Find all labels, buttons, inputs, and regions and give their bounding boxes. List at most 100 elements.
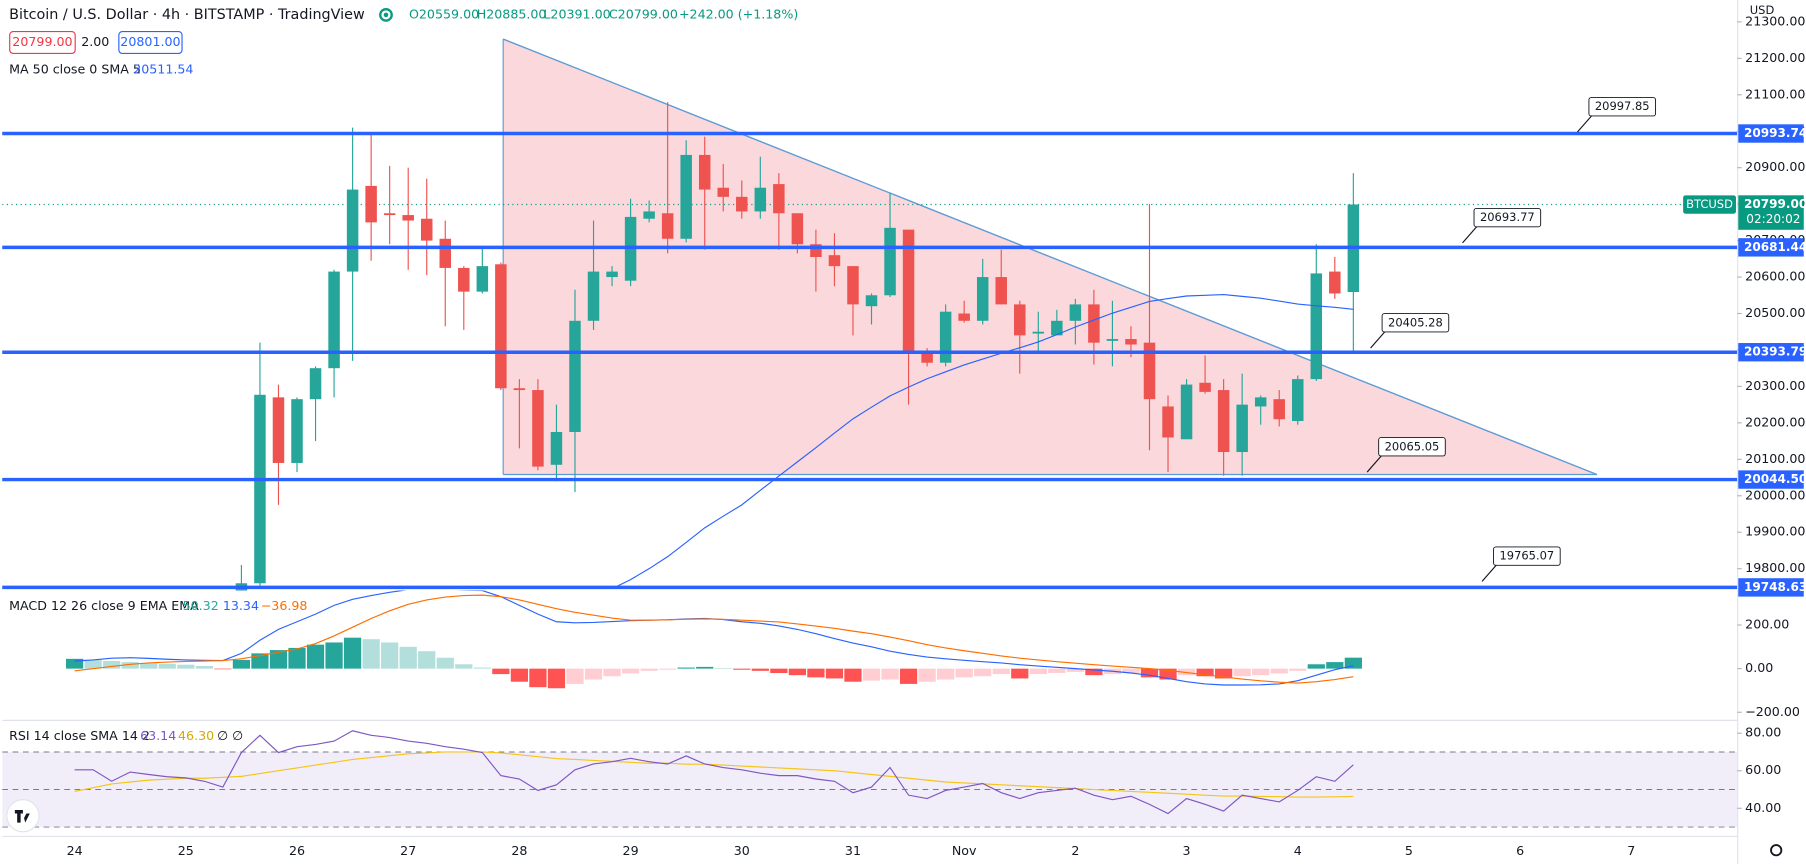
macd-histogram-bar	[251, 653, 269, 669]
candle-body	[1180, 384, 1193, 440]
macd-histogram-bar	[140, 663, 158, 669]
macd-histogram-bar	[1196, 668, 1214, 677]
candle-body	[587, 271, 600, 321]
y-tick-label: 19900.00	[1745, 524, 1805, 539]
y-tick-label: 20000.00	[1745, 487, 1805, 502]
ask-price: 20801.00	[120, 34, 180, 49]
candle-body	[532, 390, 544, 467]
callout-leader	[1576, 113, 1594, 133]
callout-label: 20065.05	[1385, 439, 1440, 453]
macd-histogram-bar	[492, 668, 510, 675]
y-tick-label: 21100.00	[1745, 86, 1805, 101]
macd-histogram-bar	[1011, 668, 1029, 679]
macd-histogram-bar	[714, 667, 732, 669]
macd-legend: MACD 12 26 close 9 EMA EMA	[9, 598, 199, 613]
macd-histogram-bar	[733, 668, 751, 670]
candle-body	[1199, 382, 1211, 392]
macd-histogram-bar	[510, 668, 529, 682]
y-tick-label: 20100.00	[1745, 451, 1805, 466]
candle-body	[1217, 390, 1230, 453]
candle-body	[1329, 271, 1341, 294]
axis-layer: 24 25 26 27 28 29 30 31 Nov 2 3 4 5 6 7 19800.00 19900.0…	[67, 13, 1806, 857]
candle-body	[1236, 404, 1248, 453]
macd-histogram-bar	[1140, 668, 1159, 678]
level-badge-label: 20681.44	[1744, 240, 1806, 254]
level-badge-label: 20044.50	[1744, 472, 1806, 486]
macd-histogram-bar	[788, 668, 806, 676]
y-tick-label: −200.00	[1745, 704, 1800, 719]
ohlc-change: +242.00 (+1.18%)	[679, 6, 798, 21]
callout-box	[1473, 207, 1542, 228]
macd-histogram-bar	[1029, 668, 1047, 675]
level-badge	[1738, 343, 1804, 362]
level-badge	[1738, 470, 1804, 489]
rsi-extra: ∅ ∅	[217, 728, 243, 743]
macd-histogram-bar	[640, 668, 658, 671]
bid-box[interactable]	[9, 31, 76, 55]
candle-body	[921, 351, 933, 363]
candle-body	[1292, 379, 1304, 422]
macd-histogram-bar	[436, 657, 454, 669]
macd-histogram-bar	[1252, 668, 1270, 676]
candle-body	[884, 227, 896, 296]
x-tick-label: 26	[289, 843, 305, 858]
callout-leader	[1366, 453, 1384, 473]
candle-body	[902, 229, 915, 352]
macd-histogram-bar	[1233, 668, 1251, 677]
x-tick-label: 3	[1183, 843, 1191, 858]
candle-body	[1273, 399, 1285, 420]
x-tick-label: 2	[1071, 843, 1079, 858]
ohlc-low: L20391.00	[543, 6, 610, 21]
candle-body	[1032, 331, 1045, 334]
x-tick-label: Nov	[952, 843, 977, 858]
candle-body	[1162, 406, 1174, 438]
x-tick-label: 7	[1627, 843, 1635, 858]
macd-histogram-bar	[992, 668, 1010, 675]
ma-legend-value: 20511.54	[133, 62, 193, 77]
y-tick-label: 60.00	[1745, 762, 1781, 777]
candle-body	[1125, 339, 1137, 345]
candle-body	[1106, 339, 1119, 341]
ask-box[interactable]	[118, 31, 183, 55]
macd-histogram-bar	[1289, 668, 1307, 671]
macd-histogram-bar	[696, 666, 714, 669]
macd-histogram-bar	[1270, 668, 1288, 674]
macd-histogram-bar	[455, 664, 473, 669]
currency[interactable]: USD	[1750, 3, 1775, 17]
ohlc-open: O20559.00	[409, 6, 479, 21]
y-tick-label: 80.00	[1745, 725, 1781, 740]
macd-histogram-bar	[529, 668, 547, 688]
candle-body	[717, 187, 729, 197]
countdown-label: 02:20:02	[1746, 212, 1800, 226]
y-tick-label: 20600.00	[1745, 269, 1805, 284]
macd-histogram-bar	[195, 666, 213, 669]
level-badge	[1738, 124, 1804, 143]
candle-body	[550, 431, 563, 465]
spread: 2.00	[81, 34, 109, 49]
triangle-edge	[502, 38, 1598, 476]
macd-histogram-bar	[418, 651, 436, 669]
symbol-badge-label: BTCUSD	[1686, 197, 1733, 211]
ohlc-close: C20799.00	[609, 6, 678, 21]
symbol-badge	[1683, 195, 1736, 214]
market-status-dot	[383, 12, 389, 18]
symbol-title: Bitcoin / U.S. Dollar · 4h · BITSTAMP · …	[9, 7, 365, 23]
macd-histogram-bar	[677, 667, 695, 669]
y-tick-label: 19800.00	[1745, 560, 1805, 575]
tv-logo[interactable]	[6, 799, 40, 833]
y-tick-label: 20500.00	[1745, 305, 1805, 320]
candle-body	[828, 255, 841, 267]
x-tick-label: 31	[845, 843, 861, 858]
candle-body	[680, 154, 692, 239]
last-price-badge	[1738, 195, 1804, 230]
rsi-pane	[2, 730, 1738, 828]
rsi-band	[2, 751, 1738, 828]
settings-icon[interactable]	[1770, 844, 1783, 857]
macd-value: 13.34	[223, 598, 259, 613]
candle-body	[254, 394, 266, 584]
macd-histogram-bar	[770, 668, 788, 673]
x-tick-label: 25	[178, 843, 194, 858]
level-badge-label: 19748.63	[1744, 580, 1806, 594]
macd-histogram-bar	[381, 642, 399, 669]
macd-histogram-bar	[621, 668, 640, 674]
